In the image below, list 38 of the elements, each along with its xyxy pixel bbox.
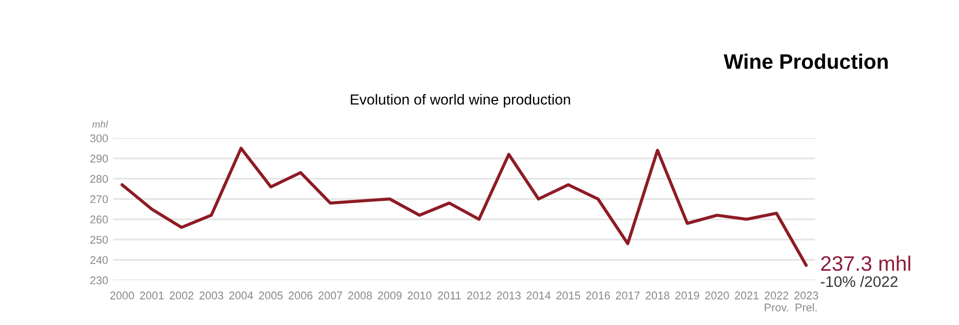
y-tick-label: 230: [90, 276, 108, 284]
chart-subtitle: Evolution of world wine production: [350, 94, 570, 108]
x-tick-label: 2010: [408, 292, 432, 300]
y-tick-label: 270: [90, 195, 108, 204]
y-tick-label: 250: [90, 236, 108, 244]
x-tick-label: 2015: [556, 292, 580, 300]
x-tick-label: 2011: [438, 292, 461, 300]
annotation: 237.3 mhl: [821, 256, 910, 271]
x-tick-label: 2001: [140, 292, 164, 300]
x-tick-label: 2023 Prel.: [794, 292, 818, 312]
x-tick-label: 2019: [675, 292, 700, 300]
chart-title: Wine Production: [724, 54, 888, 69]
x-tick-label: 2016: [586, 292, 610, 300]
x-tick-label: 2020: [705, 292, 729, 300]
y-tick-label: 240: [90, 256, 108, 264]
x-tick-label: 2022 Prov.: [764, 292, 788, 312]
y-tick-label: 290: [90, 154, 108, 163]
x-tick-label: 2017: [616, 292, 640, 300]
x-tick-label: 2006: [288, 292, 312, 300]
x-tick-label: 2002: [170, 292, 194, 300]
x-tick-label: 2014: [526, 292, 551, 300]
line-series: [120, 146, 808, 267]
x-tick-label: 2003: [200, 292, 224, 300]
x-tick-label: 2021: [734, 292, 759, 300]
text: -10% /2022: [820, 276, 898, 288]
x-tick-label: 2013: [496, 292, 521, 300]
x-tick-label: 2008: [348, 292, 372, 300]
x-tick-label: 2012: [467, 292, 491, 300]
x-tick-label: 2000: [110, 292, 134, 300]
y-axis-title: mhl: [92, 120, 108, 128]
y-tick-label: 260: [90, 216, 108, 224]
x-tick-label: 2018: [646, 292, 670, 300]
y-tick-label: 300: [90, 134, 108, 142]
x-tick-label: 2004: [229, 292, 254, 300]
x-tick-label: 2007: [318, 292, 342, 300]
y-tick-label: 280: [90, 174, 108, 183]
x-tick-label: 2005: [259, 292, 283, 300]
x-tick-label: 2009: [378, 292, 402, 300]
